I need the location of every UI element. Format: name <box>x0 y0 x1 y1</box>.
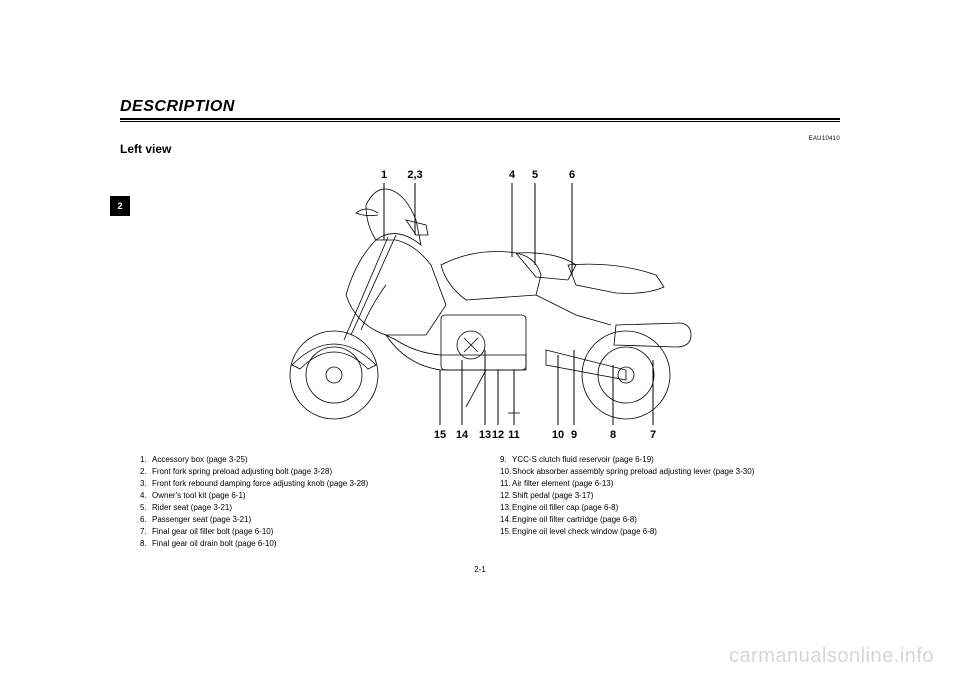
manual-page: DESCRIPTION EAU10410 Left view 2 <box>0 0 960 678</box>
legend-item-text: Passenger seat (page 3-21) <box>152 515 251 524</box>
callout-number: 12 <box>492 429 504 441</box>
page-number: 2-1 <box>0 565 960 574</box>
legend-item-number: 13. <box>500 502 512 514</box>
legend-item-text: Air filter element (page 6-13) <box>512 479 613 488</box>
legend-item: 12.Shift pedal (page 3-17) <box>500 490 850 502</box>
doc-code: EAU10410 <box>809 136 840 142</box>
callout-number: 6 <box>569 169 575 181</box>
legend-item-number: 11. <box>500 478 512 490</box>
legend-right-column: 9.YCC-S clutch fluid reservoir (page 6-1… <box>500 454 850 538</box>
callout-number: 8 <box>610 429 616 441</box>
legend-item-text: Engine oil filler cap (page 6-8) <box>512 503 618 512</box>
legend-item-text: Final gear oil filler bolt (page 6-10) <box>152 527 273 536</box>
legend-item-number: 5. <box>140 502 152 514</box>
legend-item-number: 1. <box>140 454 152 466</box>
legend-item-text: Engine oil level check window (page 6-8) <box>512 527 657 536</box>
callout-number: 7 <box>650 429 656 441</box>
legend-item-text: Rider seat (page 3-21) <box>152 503 232 512</box>
legend-item-number: 9. <box>500 454 512 466</box>
legend-item: 2.Front fork spring preload adjusting bo… <box>140 466 490 478</box>
callout-number: 15 <box>434 429 446 441</box>
legend-item-text: Owner's tool kit (page 6-1) <box>152 491 246 500</box>
legend-item-text: Front fork spring preload adjusting bolt… <box>152 467 332 476</box>
legend-item: 15.Engine oil level check window (page 6… <box>500 526 850 538</box>
title-rule-thin <box>120 121 840 122</box>
legend-item-text: Final gear oil drain bolt (page 6-10) <box>152 539 277 548</box>
section-title: DESCRIPTION <box>120 98 235 116</box>
legend-item-text: Shock absorber assembly spring preload a… <box>512 467 754 476</box>
legend-item-number: 15. <box>500 526 512 538</box>
legend-item: 8.Final gear oil drain bolt (page 6-10) <box>140 538 490 550</box>
legend-item-text: Accessory box (page 3-25) <box>152 455 248 464</box>
legend-item-number: 2. <box>140 466 152 478</box>
watermark: carmanualsonline.info <box>729 645 934 668</box>
callout-number: 1 <box>381 169 387 181</box>
legend-item-number: 4. <box>140 490 152 502</box>
callout-number: 9 <box>571 429 577 441</box>
callout-number: 13 <box>479 429 491 441</box>
legend-item: 4.Owner's tool kit (page 6-1) <box>140 490 490 502</box>
legend-item-number: 6. <box>140 514 152 526</box>
subheading: Left view <box>120 142 171 156</box>
callout-number: 4 <box>509 169 516 181</box>
legend-item: 9.YCC-S clutch fluid reservoir (page 6-1… <box>500 454 850 466</box>
callout-number: 11 <box>508 429 520 441</box>
title-rule <box>120 118 840 120</box>
legend-item-number: 10. <box>500 466 512 478</box>
legend-item: 13.Engine oil filler cap (page 6-8) <box>500 502 850 514</box>
legend-item: 1.Accessory box (page 3-25) <box>140 454 490 466</box>
legend-item: 6.Passenger seat (page 3-21) <box>140 514 490 526</box>
legend-item-text: YCC-S clutch fluid reservoir (page 6-19) <box>512 455 654 464</box>
callout-number: 5 <box>532 169 538 181</box>
legend-item-number: 14. <box>500 514 512 526</box>
legend-item: 10.Shock absorber assembly spring preloa… <box>500 466 850 478</box>
legend-item: 5.Rider seat (page 3-21) <box>140 502 490 514</box>
legend-item-text: Engine oil filter cartridge (page 6-8) <box>512 515 637 524</box>
legend-item-number: 8. <box>140 538 152 550</box>
legend-item-text: Shift pedal (page 3-17) <box>512 491 593 500</box>
legend-item-number: 7. <box>140 526 152 538</box>
legend-item: 14.Engine oil filter cartridge (page 6-8… <box>500 514 850 526</box>
callout-number: 14 <box>456 429 469 441</box>
legend-item-number: 12. <box>500 490 512 502</box>
legend-item: 7.Final gear oil filler bolt (page 6-10) <box>140 526 490 538</box>
legend-left-column: 1.Accessory box (page 3-25)2.Front fork … <box>140 454 490 550</box>
legend-item-number: 3. <box>140 478 152 490</box>
legend-item-text: Front fork rebound damping force adjusti… <box>152 479 368 488</box>
chapter-tab: 2 <box>110 196 130 216</box>
legend-item: 3.Front fork rebound damping force adjus… <box>140 478 490 490</box>
callout-number: 10 <box>552 429 564 441</box>
motorcycle-diagram: 1 2,3 4 5 6 15 14 1312 11 10 9 8 7 <box>216 165 756 445</box>
callout-number: 2,3 <box>407 169 422 181</box>
legend-item: 11.Air filter element (page 6-13) <box>500 478 850 490</box>
